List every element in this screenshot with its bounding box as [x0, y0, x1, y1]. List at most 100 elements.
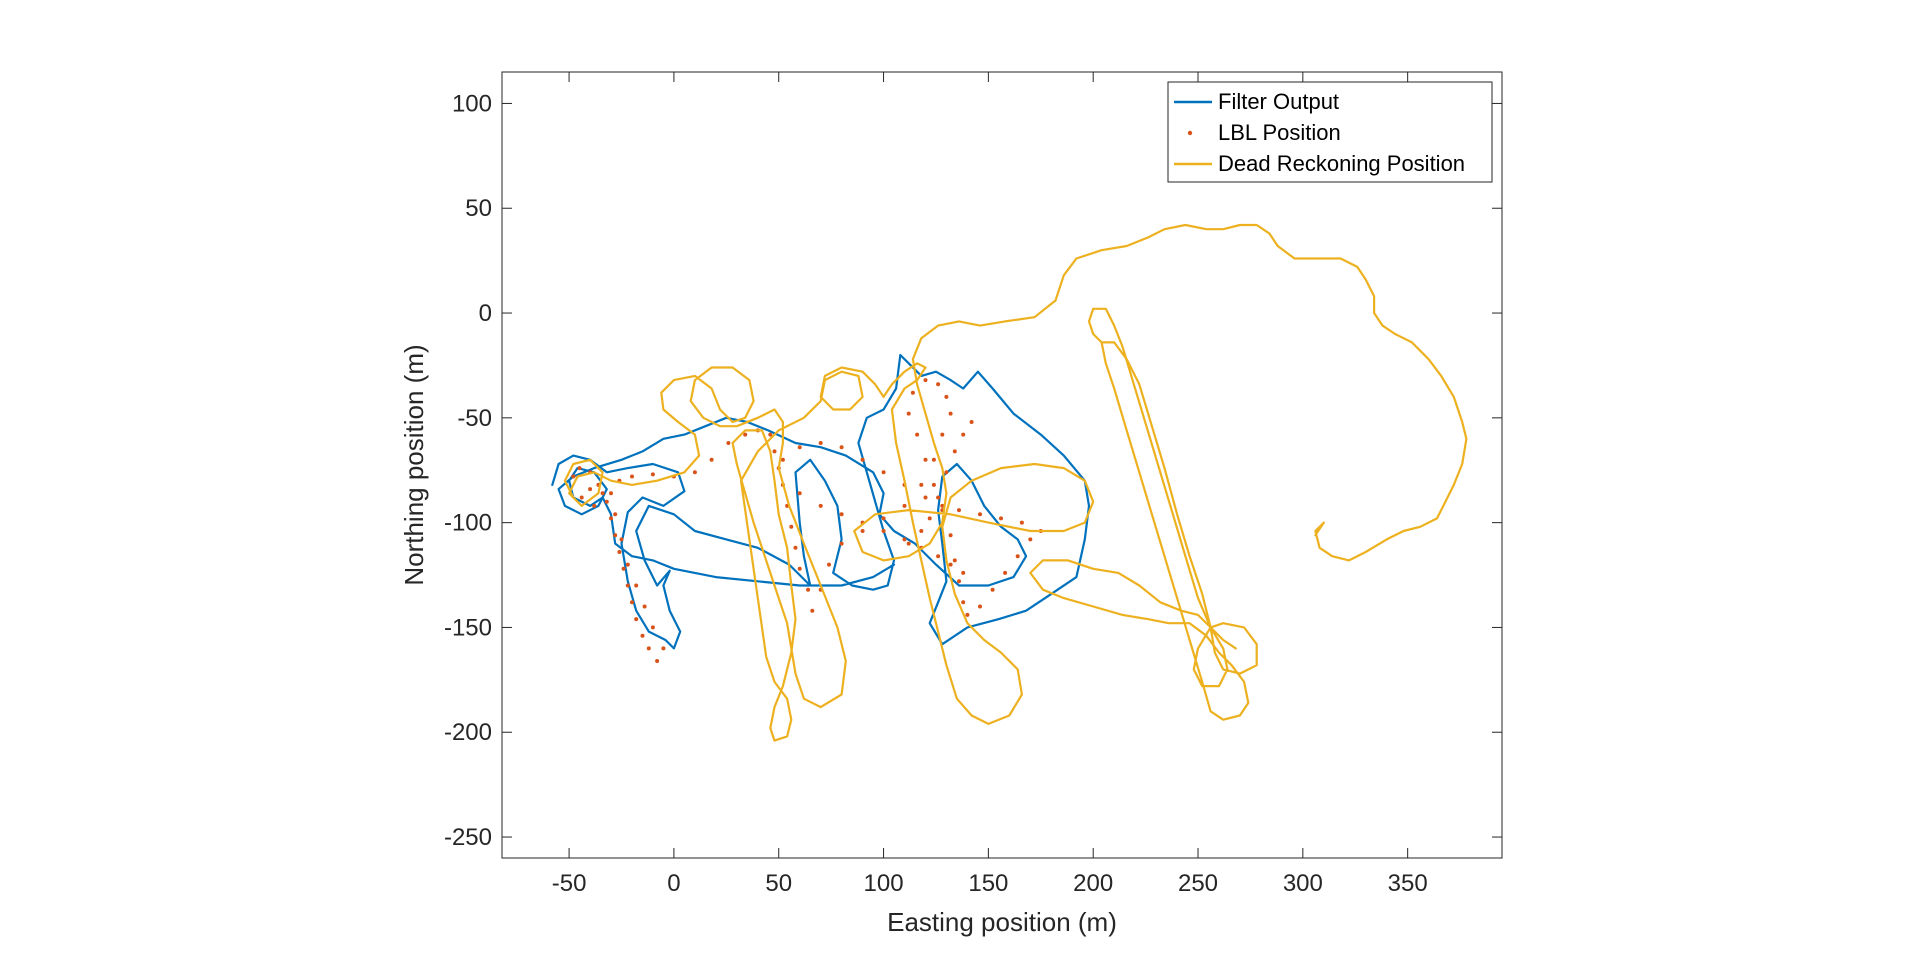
lbl-position-point [818, 441, 823, 445]
lbl-position-point [789, 524, 794, 529]
lbl-position-point [793, 545, 798, 550]
lbl-position-point [931, 482, 936, 487]
legend-label: LBL Position [1218, 120, 1341, 145]
lbl-position-point [944, 394, 949, 399]
lbl-position-point [881, 470, 886, 475]
lbl-position-point [613, 512, 618, 517]
lbl-position-point [923, 378, 928, 383]
lbl-position-point [646, 646, 651, 651]
lbl-position-point [902, 537, 907, 542]
lbl-position-point [780, 457, 785, 462]
x-tick-label: 0 [667, 870, 680, 897]
y-tick-label: -50 [457, 405, 492, 432]
legend-label: Filter Output [1218, 89, 1339, 114]
lbl-position-point [625, 583, 630, 588]
y-axis-ticks: 100 50 0 -50 -100 -150 -200 -250 [444, 90, 1502, 851]
lbl-position-point [881, 529, 886, 533]
y-tick-label: -250 [444, 824, 492, 851]
lbl-position-point [936, 554, 941, 559]
lbl-position-point [957, 508, 961, 513]
lbl-position-point [642, 604, 647, 609]
lbl-position-point [630, 600, 634, 605]
dead-reckoning-position-line [563, 223, 1468, 742]
lbl-position-point [609, 516, 613, 521]
x-tick-label: 150 [968, 870, 1008, 897]
lbl-position-point [957, 579, 961, 584]
lbl-position-point [634, 583, 639, 588]
lbl-position-point [797, 566, 802, 571]
legend-marker-dot [1187, 130, 1193, 136]
lbl-position-point [948, 533, 953, 538]
plot-area [501, 71, 1503, 859]
lbl-position-point [579, 495, 584, 500]
lbl-position-point [640, 633, 645, 638]
x-tick-label: 100 [864, 870, 904, 897]
lbl-position-point [810, 608, 815, 613]
lbl-position-point [902, 503, 907, 508]
lbl-position-point [881, 516, 886, 521]
lbl-position-point [827, 562, 831, 567]
lbl-position-point [919, 482, 924, 487]
lbl-position-point [619, 537, 624, 542]
data-layer [551, 223, 1468, 742]
lbl-position-point [604, 499, 609, 504]
x-tick-label: 350 [1388, 870, 1428, 897]
lbl-position-point [1028, 537, 1033, 542]
lbl-position-point [661, 646, 666, 651]
lbl-position-point [915, 432, 920, 437]
lbl-position-point [692, 470, 697, 475]
lbl-position-point [969, 420, 974, 424]
y-axis-label: Northing position (m) [399, 344, 429, 585]
lbl-position-point [860, 529, 865, 533]
lbl-position-point [621, 566, 626, 571]
y-tick-label: 0 [479, 300, 492, 327]
lbl-position-point [818, 503, 823, 508]
lbl-position-point [961, 600, 966, 605]
lbl-position-point [839, 512, 844, 517]
lbl-position-point [797, 491, 802, 496]
lbl-position-point [936, 495, 941, 500]
lbl-position-point [768, 432, 773, 437]
lbl-position-point [588, 487, 593, 492]
lbl-position-point [1003, 570, 1008, 575]
x-tick-label: 250 [1178, 870, 1218, 897]
lbl-position-point [577, 466, 582, 471]
y-tick-label: -200 [444, 719, 492, 746]
lbl-position-point [613, 533, 618, 538]
lbl-position-point [625, 562, 630, 567]
y-tick-label: -100 [444, 510, 492, 537]
lbl-position-point [634, 617, 639, 622]
lbl-position-point [839, 541, 844, 546]
lbl-position-point [944, 470, 949, 475]
lbl-position-point [923, 495, 928, 500]
filter-output-line [551, 353, 1091, 650]
lbl-position-series [571, 378, 1043, 663]
lbl-position-point [797, 445, 802, 450]
lbl-position-point [999, 516, 1003, 521]
x-axis-label: Easting position (m) [887, 907, 1117, 937]
lbl-position-point [948, 411, 953, 416]
lbl-position-point [860, 457, 865, 462]
lbl-position-point [965, 612, 970, 617]
lbl-position-point [931, 457, 936, 462]
lbl-position-point [650, 472, 655, 477]
lbl-position-point [910, 390, 915, 395]
lbl-position-point [940, 432, 945, 437]
lbl-position-point [919, 529, 924, 533]
x-tick-label: 300 [1283, 870, 1323, 897]
lbl-position-point [936, 382, 941, 387]
lbl-position-point [940, 503, 945, 508]
lbl-position-point [990, 587, 995, 592]
lbl-position-point [600, 491, 605, 496]
legend: Filter Output LBL Position Dead Reckoning … [1167, 81, 1493, 183]
legend-box [1167, 81, 1493, 183]
lbl-position-point [948, 562, 953, 567]
x-tick-label: 50 [765, 870, 792, 897]
lbl-position-point [630, 474, 634, 479]
lbl-position-point [961, 432, 966, 437]
lbl-position-point [978, 512, 982, 517]
x-tick-label: -50 [552, 870, 587, 897]
lbl-position-point [743, 432, 748, 437]
lbl-position-point [571, 474, 576, 479]
y-tick-label: 100 [452, 90, 492, 117]
